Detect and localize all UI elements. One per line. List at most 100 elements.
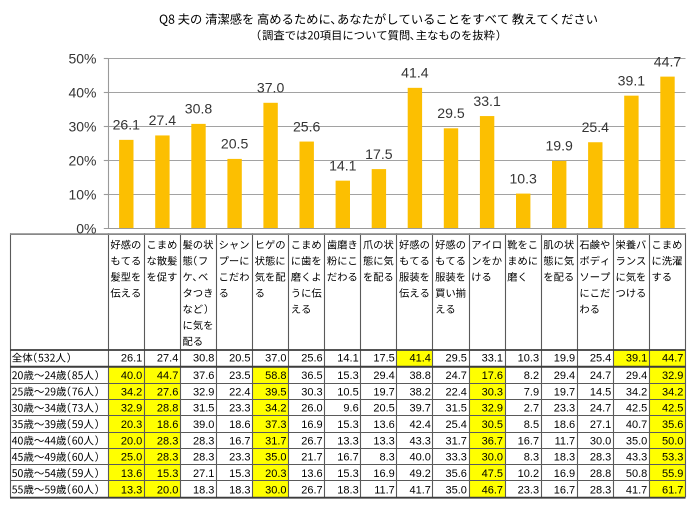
svg-text:30.3: 30.3 xyxy=(482,386,503,398)
svg-text:25.4: 25.4 xyxy=(590,353,611,365)
svg-text:18.3: 18.3 xyxy=(229,484,250,496)
svg-text:35.6: 35.6 xyxy=(662,419,683,431)
svg-text:55.9: 55.9 xyxy=(662,468,683,480)
svg-text:61.7: 61.7 xyxy=(662,484,683,496)
svg-text:13.3: 13.3 xyxy=(121,484,142,496)
svg-text:10%: 10% xyxy=(68,187,96,203)
svg-text:23.3: 23.3 xyxy=(229,403,250,415)
svg-text:28.3: 28.3 xyxy=(157,435,178,447)
svg-text:18.6: 18.6 xyxy=(157,419,178,431)
svg-text:10.3: 10.3 xyxy=(509,170,537,186)
svg-text:37.6: 37.6 xyxy=(193,370,214,382)
svg-text:26.1: 26.1 xyxy=(113,117,141,133)
svg-text:39.1: 39.1 xyxy=(618,72,646,88)
svg-text:39.1: 39.1 xyxy=(626,353,647,365)
svg-text:29.4: 29.4 xyxy=(554,370,575,382)
svg-text:14.1: 14.1 xyxy=(337,353,358,365)
svg-text:20.5: 20.5 xyxy=(229,353,250,365)
svg-text:18.6: 18.6 xyxy=(229,419,250,431)
svg-text:44.7: 44.7 xyxy=(662,353,683,365)
svg-text:40.7: 40.7 xyxy=(626,419,647,431)
svg-text:35.0: 35.0 xyxy=(265,452,286,464)
svg-text:46.7: 46.7 xyxy=(482,484,503,496)
svg-text:37.3: 37.3 xyxy=(265,419,286,431)
svg-text:32.9: 32.9 xyxy=(662,370,683,382)
svg-text:10.5: 10.5 xyxy=(337,386,358,398)
svg-text:38.2: 38.2 xyxy=(409,386,430,398)
svg-text:18.6: 18.6 xyxy=(554,419,575,431)
svg-text:2.7: 2.7 xyxy=(524,403,539,415)
svg-text:16.9: 16.9 xyxy=(554,468,575,480)
svg-text:40%: 40% xyxy=(68,85,96,101)
svg-text:30.0: 30.0 xyxy=(482,452,503,464)
svg-text:19.9: 19.9 xyxy=(554,353,575,365)
svg-text:29.4: 29.4 xyxy=(626,370,647,382)
svg-text:19.9: 19.9 xyxy=(545,138,573,154)
svg-text:16.9: 16.9 xyxy=(301,419,322,431)
svg-text:20.3: 20.3 xyxy=(265,468,286,480)
svg-text:18.3: 18.3 xyxy=(554,452,575,464)
svg-text:42.4: 42.4 xyxy=(409,419,430,431)
svg-text:8.5: 8.5 xyxy=(524,419,539,431)
svg-text:27.4: 27.4 xyxy=(157,353,178,365)
svg-text:28.8: 28.8 xyxy=(590,468,611,480)
svg-text:39.7: 39.7 xyxy=(409,403,430,415)
svg-text:35.6: 35.6 xyxy=(446,468,467,480)
svg-text:16.7: 16.7 xyxy=(337,452,358,464)
svg-text:30%: 30% xyxy=(68,119,96,135)
svg-text:41.4: 41.4 xyxy=(409,353,430,365)
svg-text:25.4: 25.4 xyxy=(582,119,610,135)
svg-text:29.4: 29.4 xyxy=(373,370,394,382)
svg-text:35.0: 35.0 xyxy=(446,484,467,496)
svg-text:26.0: 26.0 xyxy=(301,403,322,415)
svg-text:24.7: 24.7 xyxy=(590,403,611,415)
svg-text:38.8: 38.8 xyxy=(409,370,430,382)
svg-text:25.0: 25.0 xyxy=(121,452,142,464)
svg-text:8.2: 8.2 xyxy=(524,370,539,382)
svg-text:27.1: 27.1 xyxy=(590,419,611,431)
svg-text:20.5: 20.5 xyxy=(373,403,394,415)
svg-text:28.3: 28.3 xyxy=(193,435,214,447)
svg-text:16.7: 16.7 xyxy=(229,435,250,447)
svg-text:41.4: 41.4 xyxy=(401,65,429,81)
svg-text:34.2: 34.2 xyxy=(662,386,683,398)
svg-text:58.8: 58.8 xyxy=(265,370,286,382)
svg-text:8.3: 8.3 xyxy=(380,452,395,464)
svg-text:13.6: 13.6 xyxy=(121,468,142,480)
svg-text:31.7: 31.7 xyxy=(265,435,286,447)
svg-text:7.9: 7.9 xyxy=(524,386,539,398)
svg-text:9.6: 9.6 xyxy=(343,403,358,415)
svg-text:15.3: 15.3 xyxy=(157,468,178,480)
svg-text:17.5: 17.5 xyxy=(365,146,393,162)
svg-text:22.4: 22.4 xyxy=(446,386,467,398)
svg-text:35.0: 35.0 xyxy=(626,435,647,447)
svg-text:0%: 0% xyxy=(76,221,96,237)
svg-text:36.5: 36.5 xyxy=(301,370,322,382)
svg-text:15.3: 15.3 xyxy=(337,419,358,431)
svg-text:31.5: 31.5 xyxy=(446,403,467,415)
svg-text:11.7: 11.7 xyxy=(374,484,395,496)
svg-text:10.3: 10.3 xyxy=(518,353,539,365)
svg-text:41.7: 41.7 xyxy=(626,484,647,496)
svg-text:50%: 50% xyxy=(68,51,96,67)
svg-text:30.3: 30.3 xyxy=(301,386,322,398)
svg-text:50.8: 50.8 xyxy=(626,468,647,480)
svg-text:34.2: 34.2 xyxy=(265,403,286,415)
svg-text:16.9: 16.9 xyxy=(373,468,394,480)
svg-text:27.6: 27.6 xyxy=(157,386,178,398)
svg-text:43.3: 43.3 xyxy=(409,435,430,447)
svg-text:13.6: 13.6 xyxy=(373,419,394,431)
svg-text:25.4: 25.4 xyxy=(446,419,467,431)
svg-text:29.5: 29.5 xyxy=(446,353,467,365)
svg-text:32.9: 32.9 xyxy=(482,403,503,415)
svg-text:28.3: 28.3 xyxy=(590,452,611,464)
svg-text:25.6: 25.6 xyxy=(293,118,321,134)
svg-text:26.7: 26.7 xyxy=(301,435,322,447)
svg-text:53.3: 53.3 xyxy=(662,452,683,464)
svg-text:40.0: 40.0 xyxy=(121,370,142,382)
svg-text:19.7: 19.7 xyxy=(373,386,394,398)
svg-text:24.7: 24.7 xyxy=(446,370,467,382)
svg-text:14.5: 14.5 xyxy=(590,386,611,398)
svg-text:11.7: 11.7 xyxy=(555,435,576,447)
svg-text:14.1: 14.1 xyxy=(329,157,357,173)
